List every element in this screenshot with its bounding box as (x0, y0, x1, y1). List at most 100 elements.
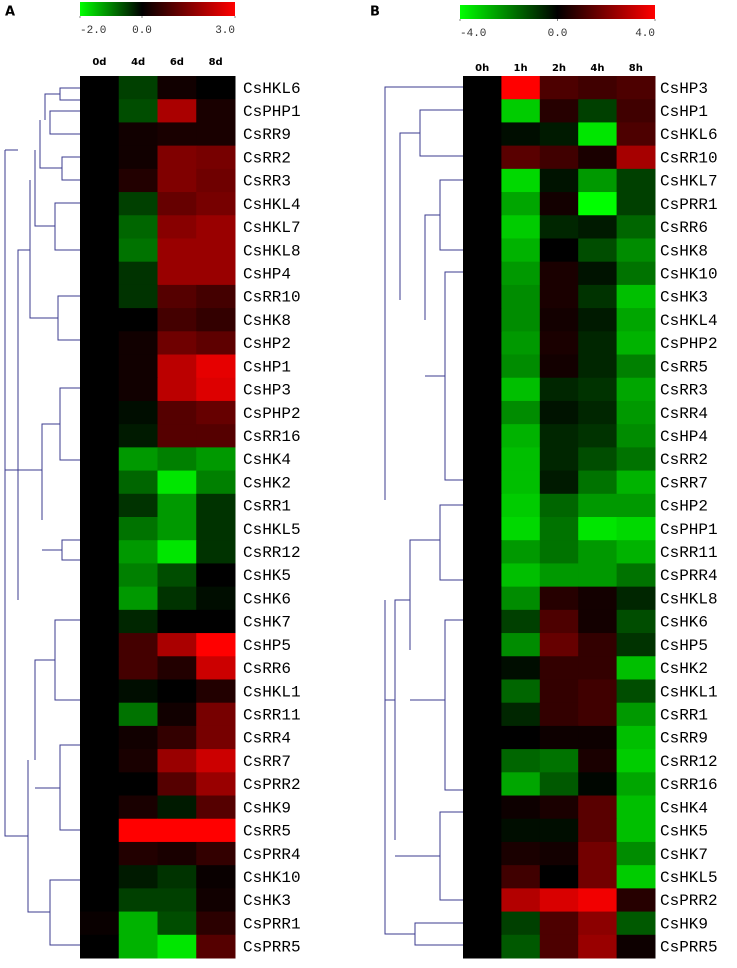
heatmap-cell (616, 888, 656, 913)
row-label: CsPRR2 (660, 892, 718, 910)
heatmap-cell (616, 238, 656, 263)
heatmap-cell (616, 911, 656, 936)
heatmap-cell (118, 609, 158, 634)
heatmap-cell (157, 679, 197, 704)
heatmap-cell (463, 308, 502, 332)
heatmap-cell (501, 192, 541, 216)
heatmap-cell (157, 284, 197, 309)
heatmap-cell (578, 795, 618, 820)
heatmap-cell (578, 493, 618, 518)
heatmap-cell (463, 749, 502, 773)
heatmap-cell (118, 238, 158, 263)
row-label: CsHK10 (243, 869, 301, 887)
heatmap-cell (157, 76, 197, 100)
heatmap-cell (616, 122, 656, 147)
heatmap-cell (578, 331, 618, 356)
heatmap-cell (501, 865, 541, 889)
heatmap-cell (196, 563, 236, 588)
heatmap-cell (539, 795, 579, 820)
row-label: CsHKL8 (660, 590, 718, 608)
heatmap-cell (578, 517, 618, 541)
heatmap-cell (463, 424, 502, 448)
heatmap-cell (80, 772, 120, 797)
row-label: CsHK5 (660, 823, 708, 841)
heatmap-cell (539, 76, 579, 100)
heatmap-cell (578, 308, 618, 332)
heatmap-cell (539, 633, 579, 657)
heatmap-cell (157, 586, 197, 611)
heatmap-cell (196, 702, 236, 727)
heatmap-cell (196, 911, 236, 936)
heatmap-cell (616, 168, 656, 193)
heatmap-cell (157, 795, 197, 820)
heatmap-cell (157, 841, 197, 866)
heatmap-cell (578, 609, 618, 634)
heatmap-cell (157, 517, 197, 541)
row-label: CsPRR1 (243, 915, 301, 933)
heatmap-cell (196, 517, 236, 541)
heatmap-cell (616, 424, 656, 448)
heatmap-cell (80, 168, 120, 193)
heatmap-cell (157, 702, 197, 727)
row-label: CsHP2 (243, 335, 291, 353)
row-label: CsHK2 (243, 474, 291, 492)
heatmap-cell (616, 447, 656, 472)
row-label: CsRR12 (660, 753, 718, 771)
heatmap-cell (118, 911, 158, 936)
heatmap-cell (463, 725, 502, 750)
heatmap-cell (539, 725, 579, 750)
heatmap-cell (578, 540, 618, 564)
heatmap-cell (463, 168, 502, 193)
heatmap-cell (539, 192, 579, 216)
heatmap-cell (578, 841, 618, 866)
heatmap-cell (196, 633, 236, 657)
heatmap-cell (196, 656, 236, 680)
heatmap-cell (616, 772, 656, 797)
heatmap-cell (578, 470, 618, 495)
heatmap-cell (196, 772, 236, 797)
row-label: CsHP1 (660, 103, 708, 121)
heatmap-cell (501, 215, 541, 239)
row-label: CsHK7 (660, 846, 708, 864)
heatmap-cell (501, 284, 541, 309)
heatmap-cell (80, 400, 120, 425)
heatmap-cell (539, 818, 579, 843)
row-label: CsHK4 (243, 451, 291, 469)
heatmap-cell (80, 99, 120, 123)
heatmap-cell (80, 911, 120, 936)
heatmap-cell (118, 331, 158, 356)
heatmap-cell (616, 261, 656, 286)
heatmap-cell (118, 261, 158, 286)
heatmap-cell (80, 609, 120, 634)
heatmap-cell (157, 308, 197, 332)
column-label: 0d (92, 57, 106, 68)
row-label: CsHKL7 (243, 219, 301, 237)
heatmap-cell (539, 261, 579, 286)
heatmap-cell (196, 470, 236, 495)
heatmap-cell (616, 563, 656, 588)
heatmap-cell (501, 818, 541, 843)
heatmap-cell (118, 447, 158, 472)
heatmap-cell (196, 261, 236, 286)
heatmap-cell (539, 424, 579, 448)
heatmap-cell (80, 679, 120, 704)
heatmap-cell (501, 934, 541, 959)
colorbar-tick-label: 3.0 (215, 25, 235, 37)
heatmap-cell (80, 702, 120, 727)
heatmap-cell (196, 122, 236, 147)
heatmap-cell (539, 168, 579, 193)
heatmap-cell (196, 586, 236, 611)
heatmap-cell (196, 377, 236, 402)
heatmap-cell (157, 447, 197, 472)
heatmap-cell (118, 702, 158, 727)
heatmap-cell (80, 331, 120, 356)
heatmap-cell (578, 656, 618, 680)
heatmap-cell (501, 586, 541, 611)
row-label: CsHKL5 (660, 869, 718, 887)
heatmap-cell (118, 633, 158, 657)
row-label: CsRR10 (660, 149, 718, 167)
heatmap-cell (196, 284, 236, 309)
column-label: 8d (209, 57, 223, 68)
heatmap-cell (80, 841, 120, 866)
heatmap-cell (539, 609, 579, 634)
